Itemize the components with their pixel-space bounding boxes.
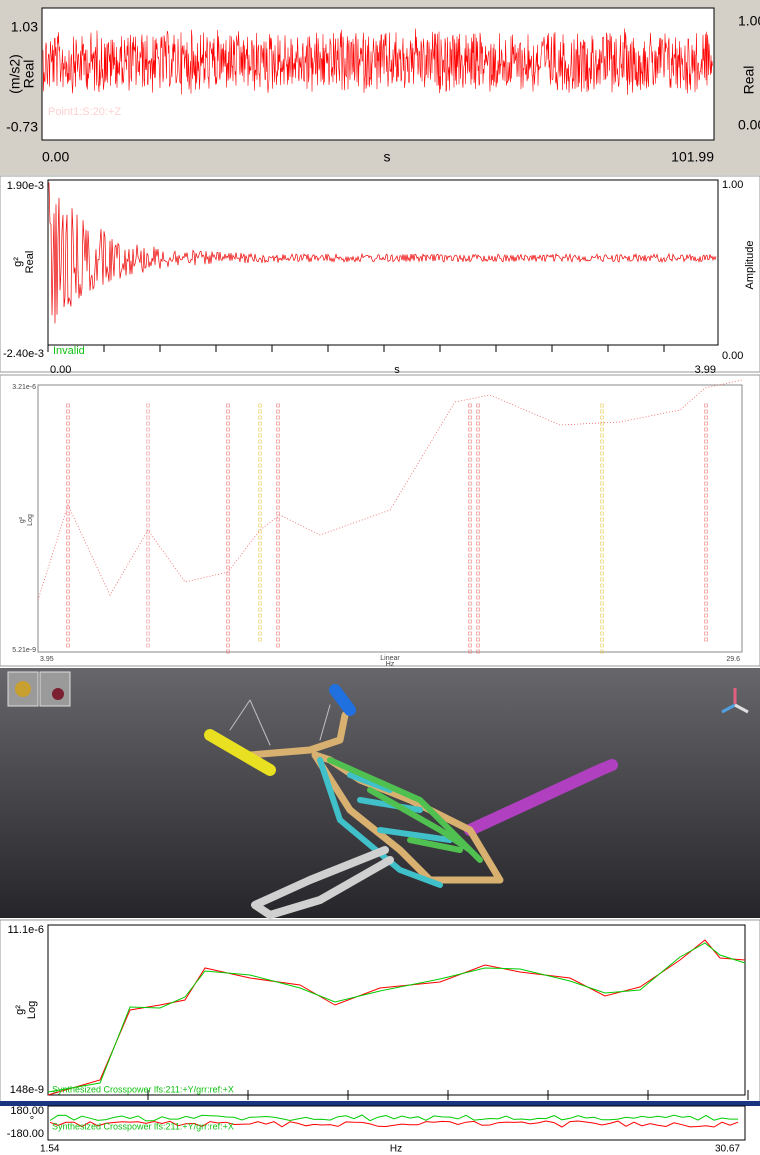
- y-tick-label: 180.00: [10, 1105, 44, 1117]
- crosspower-panel: 11.1e-6 148e-9 g² Log Synthesized Crossp…: [0, 920, 760, 1155]
- screen: 1.03 -0.73 (m/s2) Real 1.00 0.00 Real Po…: [0, 0, 760, 1155]
- y-tick-label: 3.21e-6: [12, 384, 36, 391]
- y-tick-label: -0.73: [6, 119, 38, 135]
- y2-tick-label: 1.00: [738, 13, 760, 29]
- y-title: g²: [12, 257, 24, 267]
- model-view: [0, 668, 760, 918]
- x-unit: Hz: [386, 661, 395, 668]
- legend: Invalid: [53, 345, 85, 357]
- y-tick-label: -2.40e-3: [3, 348, 44, 360]
- x-tick-label: 1.54: [40, 1144, 60, 1155]
- y2-tick-label: 0.00: [738, 117, 760, 133]
- y-title: g²: [14, 1005, 26, 1015]
- x-title: s: [384, 149, 391, 165]
- time-panel: 1.03 -0.73 (m/s2) Real 1.00 0.00 Real Po…: [0, 0, 760, 175]
- x-tick-label: 29.6: [726, 656, 740, 663]
- y-subtitle: Real: [24, 251, 36, 274]
- y-tick-label: 148e-9: [10, 1084, 44, 1096]
- stabilization-panel: 3.21e-6 5.21e-9 g² Log 3.95 Linear Hz 29…: [0, 375, 760, 668]
- y-subtitle: Log: [26, 1001, 38, 1019]
- y-title: g²: [19, 516, 26, 523]
- plot-area: [48, 925, 745, 1095]
- y-tick-label: -180.00: [7, 1128, 44, 1140]
- plot-area: [38, 385, 742, 652]
- y-tick-label: 1.90e-3: [7, 180, 44, 192]
- autopower-panel: 1.90e-3 -2.40e-3 g² Real 1.00 0.00 Ampli…: [0, 176, 760, 376]
- x-tick-label: 0.00: [42, 149, 69, 165]
- y-subtitle: Log: [27, 514, 34, 526]
- trace-label: Point1:S:20:+Z: [48, 106, 121, 118]
- y-tick-label: 5.21e-9: [12, 647, 36, 654]
- y-subtitle: Real: [21, 60, 37, 89]
- x-tick-label: 101.99: [671, 149, 714, 165]
- x-tick-label: 3.95: [40, 656, 54, 663]
- y2-title: Amplitude: [744, 241, 756, 290]
- x-tick-label: 0.00: [50, 364, 71, 376]
- x-title: Hz: [390, 1144, 402, 1155]
- y-title: °: [30, 1115, 34, 1127]
- x-tick-label: 30.67: [715, 1144, 740, 1155]
- y2-title: Real: [741, 66, 757, 95]
- y-tick-label: 1.03: [11, 19, 38, 35]
- x-title: s: [394, 364, 400, 376]
- x-tick-label: 3.99: [695, 364, 716, 376]
- divider: [0, 1101, 760, 1106]
- legend: Synthesized Crosspower lfs:211:+Y/grr:re…: [52, 1121, 234, 1131]
- legend: Synthesized Crosspower lfs:211:+Y/grr:re…: [52, 1084, 234, 1094]
- y-tick-label: 11.1e-6: [8, 924, 45, 936]
- tool-icon: [15, 681, 31, 697]
- y2-tick-label: 0.00: [722, 350, 743, 362]
- tool-icon: [52, 688, 64, 700]
- y2-tick-label: 1.00: [722, 179, 743, 191]
